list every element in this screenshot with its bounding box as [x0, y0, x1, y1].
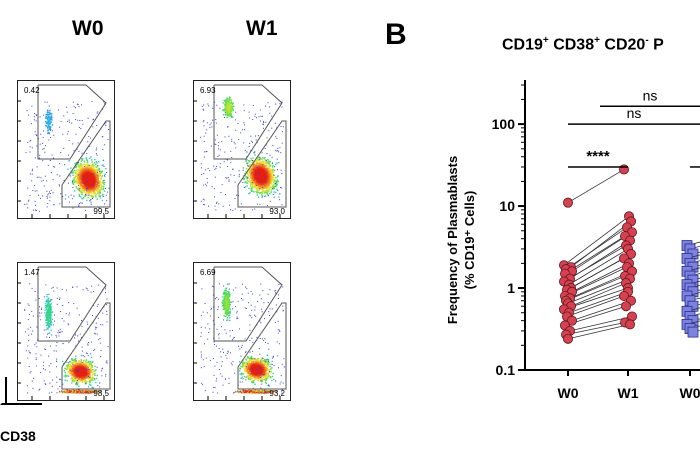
pair-line [565, 275, 626, 302]
title-part: P [648, 36, 664, 54]
pair-line [570, 221, 632, 268]
data-point-w1 [625, 319, 636, 330]
facs-density [194, 84, 287, 218]
sig-w1-ext-label: ns [643, 87, 658, 103]
y-tick-label: 10 [499, 198, 515, 214]
pair-line [565, 227, 628, 270]
y-tick-label: 100 [492, 116, 516, 132]
gate-value-top: 6.69 [200, 268, 216, 277]
pair-line [566, 258, 625, 291]
column-header-w0: W0 [72, 17, 104, 40]
pair-line [571, 300, 632, 322]
data-point-w1 [621, 301, 632, 312]
facs-density [18, 266, 111, 400]
gate-top [213, 266, 283, 342]
facs-plot-r0-w1: 6.93 93.0 [193, 80, 291, 219]
data-point-w0 [563, 197, 574, 208]
title-part-sup: - [645, 35, 649, 46]
pair-line [567, 169, 625, 204]
pair-line [563, 215, 630, 266]
y-tick-label: 0.1 [496, 362, 516, 378]
pair-line [571, 263, 630, 293]
facs-density [18, 84, 111, 218]
title-part: CD38 [548, 36, 595, 54]
x-axis-label-cd38: CD38 [0, 428, 36, 444]
title-part-sup: + [542, 35, 549, 46]
pair-line [568, 291, 629, 314]
pair-line [567, 278, 631, 304]
pair-line [566, 295, 625, 317]
column-header-w1: W1 [246, 17, 278, 40]
gate-bottom [237, 302, 287, 390]
pair-line [567, 324, 631, 340]
pair-line [570, 282, 627, 307]
data-point-w0 [563, 333, 574, 344]
title-part: CD19 [502, 36, 543, 54]
x-tick-label: W0 [558, 385, 579, 401]
gate-value-top: 0.42 [24, 86, 40, 95]
gate-top [213, 84, 283, 160]
x-tick-label: W1 [618, 385, 639, 401]
gate-value-bottom: 98.5 [93, 389, 109, 398]
axis-horizontal-stub [5, 403, 41, 405]
gate-top [37, 84, 107, 160]
data-point-w1 [619, 164, 630, 175]
gate-value-top: 1.47 [24, 268, 40, 277]
data-point-w1 [619, 290, 630, 301]
facs-density [194, 266, 287, 400]
facs-plot-r1-w1: 6.69 93.2 [193, 262, 291, 401]
sig-w0-w1-label: **** [586, 148, 610, 165]
gate-value-top: 6.93 [200, 86, 216, 95]
title-part: CD20 [599, 36, 646, 54]
facs-plot-r0-w0: 0.42 99.5 [17, 80, 115, 219]
axis-vertical-stub [5, 377, 7, 405]
gate-bottom [61, 120, 111, 208]
pair-line [565, 322, 626, 336]
data-point-w0 [567, 315, 578, 326]
panel-b-title: CD19+ CD38+ CD20- P [502, 35, 664, 54]
gate-value-bottom: 99.5 [93, 207, 109, 216]
y-tick-label: 1 [507, 280, 515, 296]
gate-top [37, 266, 107, 342]
title-part-sup: + [594, 35, 600, 46]
gate-bottom [237, 120, 287, 208]
gate-value-bottom: 93.2 [269, 389, 285, 398]
data-point-w0-group2 [687, 326, 699, 338]
panel-letter-b: B [385, 18, 407, 51]
sig-w0-w0b-label: ns [627, 105, 642, 121]
pair-line [568, 248, 629, 285]
gate-value-bottom: 93.0 [269, 207, 285, 216]
x-tick-label: W0 [680, 385, 700, 401]
gate-bottom [61, 302, 111, 390]
facs-plot-r1-w0: 1.47 98.5 [17, 262, 115, 401]
